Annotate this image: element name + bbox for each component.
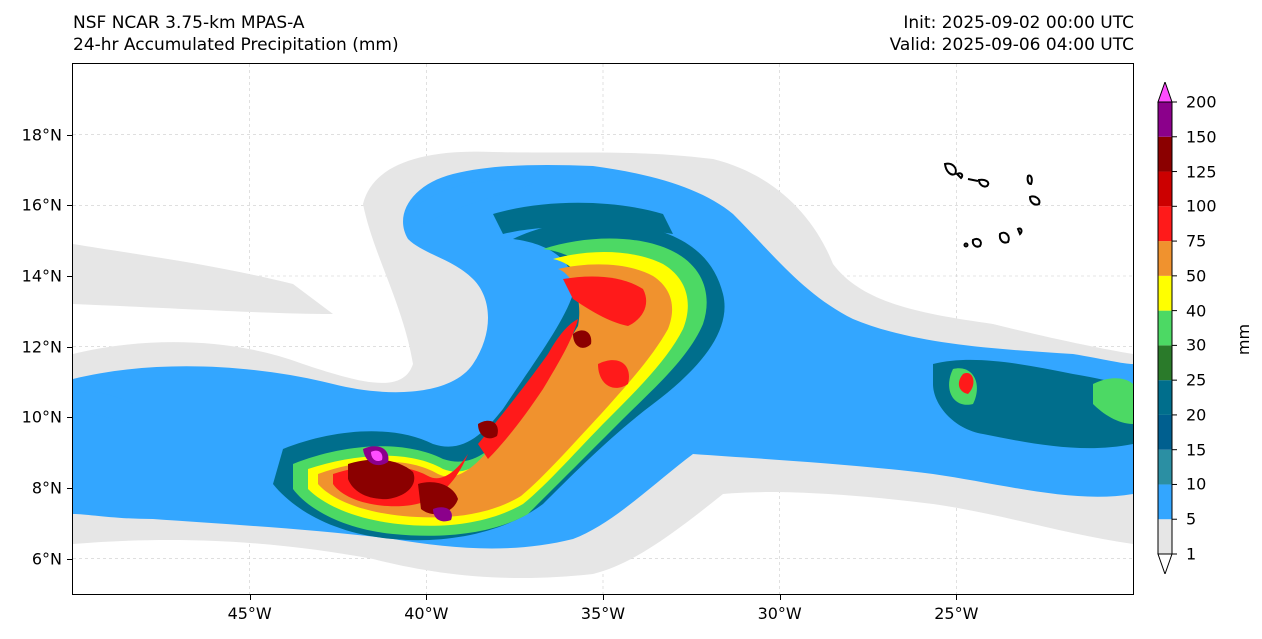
lon-tick-mark (779, 595, 781, 600)
cabo-verde-islands (943, 162, 1041, 248)
colorbar-segment (1158, 241, 1172, 276)
lat-tick-mark (67, 558, 72, 560)
colorbar-segment (1158, 345, 1172, 381)
colorbar-level-label: 20 (1186, 405, 1207, 425)
lon-tick-label: 25°W (934, 604, 979, 623)
colorbar-level-label: 40 (1186, 301, 1207, 321)
lat-tick-mark (67, 276, 72, 277)
colorbar-segment (1158, 171, 1172, 207)
model-title: NSF NCAR 3.75-km MPAS-A (73, 13, 305, 33)
colorbar-segment (1158, 275, 1172, 311)
lat-tick-mark (67, 134, 72, 136)
init-time: Init: 2025-09-02 00:00 UTC (903, 13, 1134, 33)
lon-tick-label: 35°W (580, 604, 626, 623)
colorbar-level-label: 25 (1186, 370, 1207, 390)
precip-band-50mm (318, 264, 673, 518)
colorbar-segment (1158, 102, 1172, 137)
colorbar-level-label: 15 (1186, 440, 1207, 460)
lon-tick-label: 40°W (404, 604, 449, 623)
colorbar-level-label: 5 (1186, 509, 1197, 529)
colorbar-segment (1158, 206, 1172, 242)
lat-tick-label: 16°N (21, 195, 62, 215)
lat-tick-label: 18°N (21, 125, 62, 145)
colorbar-level-label: 50 (1186, 266, 1207, 286)
colorbar-segment (1158, 449, 1172, 485)
colorbar-level-label: 125 (1186, 162, 1217, 182)
colorbar-outline (1157, 101, 1173, 555)
lat-tick-mark (67, 205, 72, 207)
colorbar-units: mm (1234, 323, 1254, 356)
colorbar-extend-low (1157, 553, 1173, 574)
colorbar-segment (1158, 414, 1172, 450)
precip-band-100mm (348, 330, 592, 515)
colorbar-extend-high (1157, 82, 1173, 103)
map-canvas (73, 64, 1133, 594)
field-title: 24-hr Accumulated Precipitation (mm) (73, 35, 399, 55)
precipitation-map (72, 63, 1134, 595)
colorbar-level-label: 1 (1186, 544, 1197, 564)
colorbar-level-label: 100 (1186, 196, 1217, 216)
lat-tick-mark (67, 417, 72, 419)
colorbar-level-label: 150 (1186, 127, 1217, 147)
colorbar (1157, 82, 1177, 574)
lon-tick-mark (603, 595, 604, 600)
lon-tick-label: 30°W (757, 604, 802, 623)
colorbar-level-label: 30 (1186, 335, 1207, 355)
valid-time: Valid: 2025-09-06 04:00 UTC (889, 35, 1134, 55)
lon-tick-mark (426, 595, 428, 600)
colorbar-segment (1158, 484, 1172, 520)
lat-tick-mark (67, 346, 72, 348)
lat-tick-label: 8°N (31, 478, 62, 498)
lon-tick-mark (956, 595, 958, 600)
lat-tick-label: 12°N (21, 337, 62, 357)
lon-tick-mark (249, 595, 251, 600)
lat-tick-mark (67, 488, 72, 489)
colorbar-segment (1158, 310, 1172, 346)
lat-tick-label: 14°N (21, 266, 62, 286)
precip-band-200mm (371, 450, 383, 462)
colorbar-level-label: 200 (1186, 92, 1217, 112)
lat-tick-label: 10°N (21, 407, 62, 427)
colorbar-segment (1158, 519, 1172, 554)
colorbar-segment (1158, 380, 1172, 415)
colorbar-segment (1158, 136, 1172, 172)
lat-tick-label: 6°N (31, 549, 62, 569)
colorbar-level-label: 75 (1186, 231, 1207, 251)
lon-tick-label: 45°W (227, 604, 272, 623)
colorbar-level-label: 10 (1186, 474, 1207, 494)
